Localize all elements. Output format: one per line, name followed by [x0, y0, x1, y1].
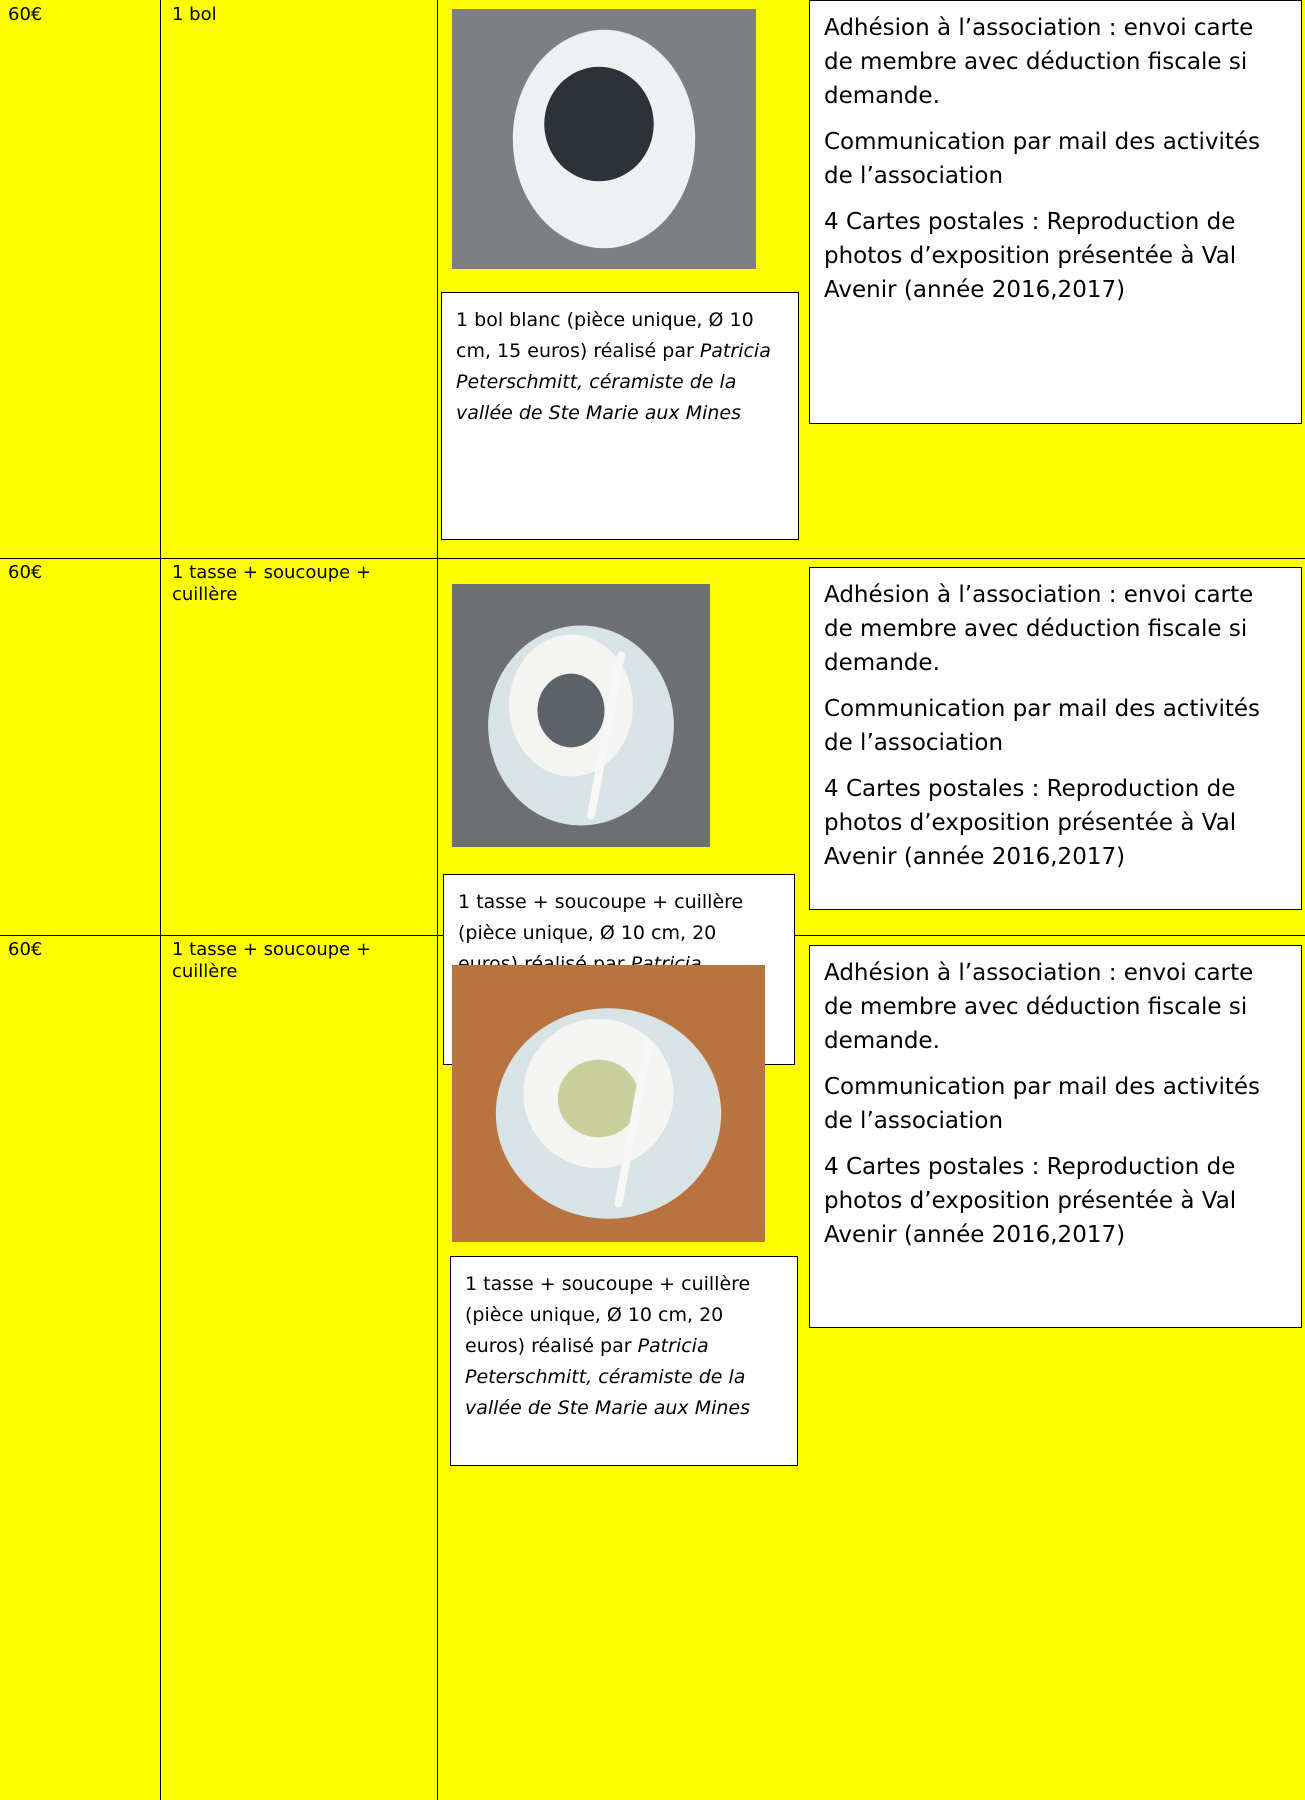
- caption-box: 1 tasse + soucoupe + cuillère (pièce uni…: [450, 1256, 798, 1466]
- benefit: 4 Cartes postales : Reproduction de phot…: [824, 209, 1237, 303]
- caption-text: 1 tasse + soucoupe + cuillère (pièce uni…: [465, 1273, 751, 1357]
- photo: [452, 9, 756, 269]
- benefit: Communication par mail des activités de …: [824, 1074, 1260, 1134]
- benefit: Adhésion à l’association : envoi carte d…: [824, 15, 1254, 109]
- artist: Patricia Peterschmitt, céramiste de la v…: [456, 340, 771, 424]
- price: 60€: [8, 4, 43, 25]
- column-rule: [437, 0, 438, 1800]
- artist: Patricia Peterschmitt, céramiste de la v…: [465, 1335, 751, 1419]
- caption-box: 1 bol blanc (pièce unique, Ø 10 cm, 15 e…: [441, 292, 799, 540]
- benefit: Communication par mail des activités de …: [824, 129, 1260, 189]
- benefit: 4 Cartes postales : Reproduction de phot…: [824, 1154, 1237, 1248]
- benefits-box: Adhésion à l’association : envoi carte d…: [809, 567, 1302, 910]
- photo: [452, 584, 710, 847]
- column-rule: [160, 0, 161, 1800]
- benefits-box: Adhésion à l’association : envoi carte d…: [809, 0, 1302, 424]
- benefit: Adhésion à l’association : envoi carte d…: [824, 582, 1254, 676]
- row-rule: [0, 558, 1305, 559]
- photo: [452, 965, 765, 1242]
- item: 1 tasse + soucoupe + cuillère: [172, 939, 372, 982]
- item: 1 tasse + soucoupe + cuillère: [172, 562, 372, 605]
- benefit: Adhésion à l’association : envoi carte d…: [824, 960, 1254, 1054]
- benefit: 4 Cartes postales : Reproduction de phot…: [824, 776, 1237, 870]
- caption-text: 1 bol blanc (pièce unique, Ø 10 cm, 15 e…: [456, 309, 754, 362]
- item: 1 bol: [172, 4, 217, 25]
- benefits-box: Adhésion à l’association : envoi carte d…: [809, 945, 1302, 1328]
- benefit: Communication par mail des activités de …: [824, 696, 1260, 756]
- price: 60€: [8, 939, 43, 960]
- price: 60€: [8, 562, 43, 583]
